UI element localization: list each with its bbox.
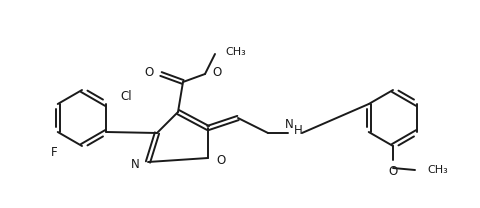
Text: F: F <box>50 146 57 159</box>
Text: H: H <box>294 125 303 137</box>
Text: CH₃: CH₃ <box>427 165 448 175</box>
Text: O: O <box>145 66 154 78</box>
Text: CH₃: CH₃ <box>225 47 246 57</box>
Text: Cl: Cl <box>120 89 132 103</box>
Text: O: O <box>216 154 225 166</box>
Text: N: N <box>285 119 293 131</box>
Text: N: N <box>131 157 140 171</box>
Text: O: O <box>212 66 221 78</box>
Text: O: O <box>388 165 397 178</box>
